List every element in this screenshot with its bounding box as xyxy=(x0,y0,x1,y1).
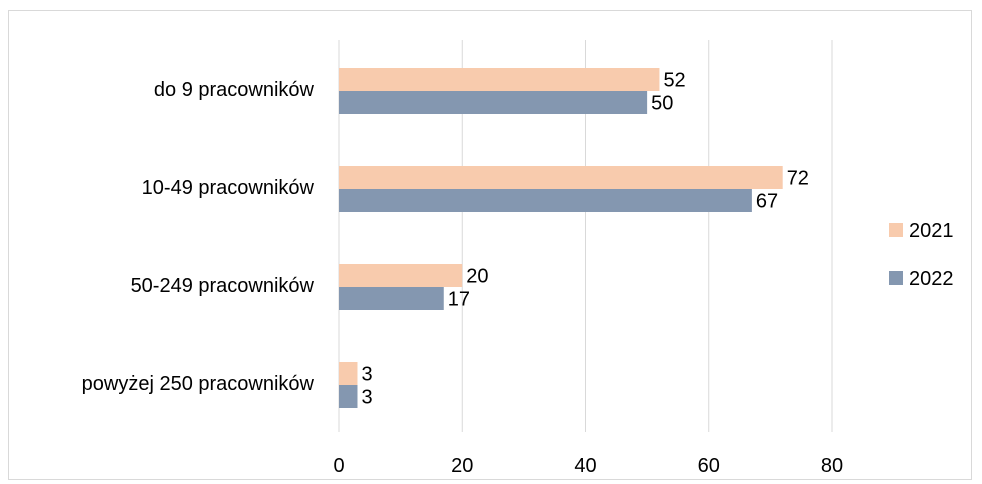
data-label-2021-1: 72 xyxy=(787,168,809,190)
bar-2022-0 xyxy=(339,91,648,114)
category-label-2: 50-249 pracowników xyxy=(131,275,315,297)
x-tick-label-3: 60 xyxy=(698,455,720,477)
data-label-2021-0: 52 xyxy=(663,70,685,92)
bar-2021-3 xyxy=(339,362,358,385)
bar-2022-2 xyxy=(339,287,444,310)
data-label-2022-0: 50 xyxy=(651,93,673,115)
category-labels: do 9 pracowników 10-49 pracowników 50-249 … xyxy=(82,79,315,395)
chart-area xyxy=(8,10,972,480)
data-label-2021-2: 20 xyxy=(466,266,488,288)
data-label-2022-2: 17 xyxy=(448,289,470,311)
legend-label-2022: 2022 xyxy=(909,268,954,290)
bar-2021-1 xyxy=(339,166,783,189)
x-tick-label-0: 0 xyxy=(333,455,344,477)
x-tick-label-4: 80 xyxy=(821,455,843,477)
bar-2022-3 xyxy=(339,385,358,408)
x-tick-label-2: 40 xyxy=(574,455,596,477)
bar-2021-0 xyxy=(339,68,660,91)
legend: 2021 2022 xyxy=(889,220,954,290)
data-label-2022-1: 67 xyxy=(756,191,778,213)
category-label-0: do 9 pracowników xyxy=(154,79,315,101)
legend-swatch-2021 xyxy=(889,223,903,237)
data-label-2022-3: 3 xyxy=(361,387,372,409)
bar-2021-2 xyxy=(339,264,463,287)
legend-swatch-2022 xyxy=(889,271,903,285)
bar-2022-1 xyxy=(339,189,752,212)
category-label-3: powyżej 250 pracowników xyxy=(82,373,315,395)
category-label-1: 10-49 pracowników xyxy=(142,177,315,199)
bars xyxy=(339,68,783,408)
x-tick-label-1: 20 xyxy=(451,455,473,477)
x-tick-labels: 0 20 40 60 80 xyxy=(333,455,843,477)
data-label-2021-3: 3 xyxy=(361,364,372,386)
legend-label-2021: 2021 xyxy=(909,220,954,242)
